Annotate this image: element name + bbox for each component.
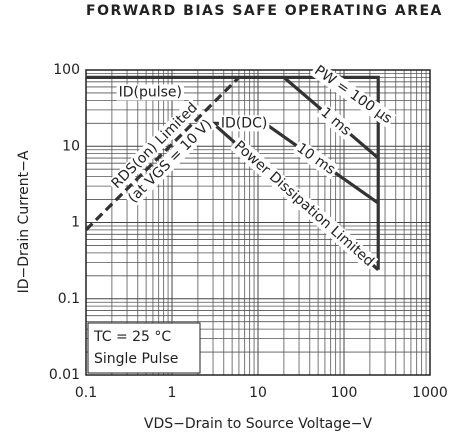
annotation: Single Pulse (94, 351, 178, 367)
y-tick-label: 1 (71, 215, 80, 231)
y-axis-label: ID−Drain Current−A (16, 150, 32, 293)
y-tick-label: 0.01 (49, 367, 80, 383)
label-bg (123, 115, 217, 208)
series-label: ID(DC) (221, 115, 267, 131)
chart-title: FORWARD BIAS SAFE OPERATING AREA (86, 3, 443, 19)
x-tick-label: 100 (331, 385, 358, 401)
y-tick-label: 0.1 (58, 291, 80, 307)
x-tick-label: 10 (249, 385, 267, 401)
label-bg (316, 103, 356, 141)
label-bg (309, 61, 397, 129)
series-line (84, 76, 241, 232)
label-bg (218, 115, 270, 132)
x-axis-label: VDS−Drain to Source Voltage−V (144, 416, 373, 432)
label-bg (291, 139, 340, 180)
label-bg (107, 98, 203, 194)
x-tick-label: 1 (168, 385, 177, 401)
series-label-group: ID(DC) (218, 115, 270, 132)
x-tick-label: 0.1 (75, 385, 97, 401)
y-tick-label: 100 (53, 62, 80, 78)
series-label: ID(pulse) (119, 84, 182, 100)
plot-frame (85, 69, 431, 376)
y-tick-label: 10 (62, 138, 80, 154)
annotation: TC = 25 °C (93, 329, 171, 345)
label-bg (116, 84, 184, 101)
label-bg (229, 136, 379, 272)
x-tick-label: 1000 (412, 385, 448, 401)
series-line (86, 75, 380, 270)
title-box: FORWARD BIAS SAFE OPERATING AREA (86, 3, 443, 19)
series-label-group: ID(pulse) (116, 84, 184, 101)
annotation-box (87, 322, 201, 374)
